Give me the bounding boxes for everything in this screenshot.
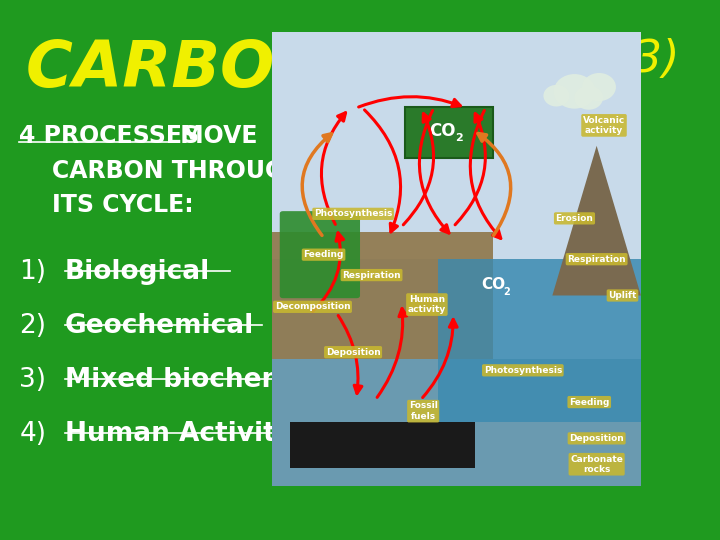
Text: CO: CO	[481, 276, 505, 292]
Text: Biological: Biological	[65, 259, 210, 285]
Text: 4): 4)	[19, 421, 46, 447]
Text: Carbonate
rocks: Carbonate rocks	[570, 455, 623, 474]
Text: Deposition: Deposition	[570, 434, 624, 443]
Text: Feeding: Feeding	[569, 397, 609, 407]
Text: Human
activity: Human activity	[408, 295, 446, 314]
Text: 3): 3)	[19, 367, 46, 393]
Text: 1): 1)	[19, 259, 46, 285]
FancyBboxPatch shape	[290, 422, 475, 468]
Polygon shape	[552, 146, 641, 295]
Circle shape	[544, 85, 570, 106]
Text: Volcanic
activity: Volcanic activity	[583, 116, 625, 135]
FancyBboxPatch shape	[272, 32, 641, 259]
Text: Fossil
fuels: Fossil fuels	[409, 401, 438, 421]
Text: Uplift: Uplift	[608, 291, 636, 300]
Text: Photosynthesis: Photosynthesis	[484, 366, 562, 375]
Text: 4 PROCESSES: 4 PROCESSES	[19, 124, 199, 148]
Text: (see fig. 3-13): (see fig. 3-13)	[353, 38, 680, 81]
Circle shape	[575, 86, 603, 110]
FancyBboxPatch shape	[405, 107, 493, 158]
Circle shape	[554, 74, 595, 109]
Text: CO: CO	[429, 122, 456, 140]
FancyBboxPatch shape	[272, 232, 493, 359]
Text: Deposition: Deposition	[325, 348, 380, 357]
Text: CARBON CYCLE: CARBON CYCLE	[26, 38, 572, 100]
FancyBboxPatch shape	[280, 211, 360, 298]
Text: Decomposition: Decomposition	[275, 302, 351, 312]
Text: Human Activity: Human Activity	[65, 421, 293, 447]
FancyBboxPatch shape	[272, 359, 641, 486]
Text: Feeding: Feeding	[303, 250, 343, 259]
Text: CARBON THROUGH: CARBON THROUGH	[19, 159, 305, 183]
Text: Erosion: Erosion	[556, 214, 593, 223]
Text: MOVE: MOVE	[171, 124, 257, 148]
Text: ITS CYCLE:: ITS CYCLE:	[19, 193, 194, 217]
Circle shape	[582, 73, 616, 101]
Text: Geochemical: Geochemical	[65, 313, 254, 339]
Text: Respiration: Respiration	[342, 271, 401, 280]
FancyBboxPatch shape	[438, 259, 641, 422]
Text: 2): 2)	[19, 313, 46, 339]
Text: Mixed biochemical: Mixed biochemical	[65, 367, 341, 393]
Text: 2: 2	[503, 287, 510, 297]
Text: Photosynthesis: Photosynthesis	[314, 210, 392, 218]
FancyBboxPatch shape	[272, 32, 641, 486]
Text: Respiration: Respiration	[567, 255, 626, 264]
Text: 2: 2	[455, 133, 463, 143]
